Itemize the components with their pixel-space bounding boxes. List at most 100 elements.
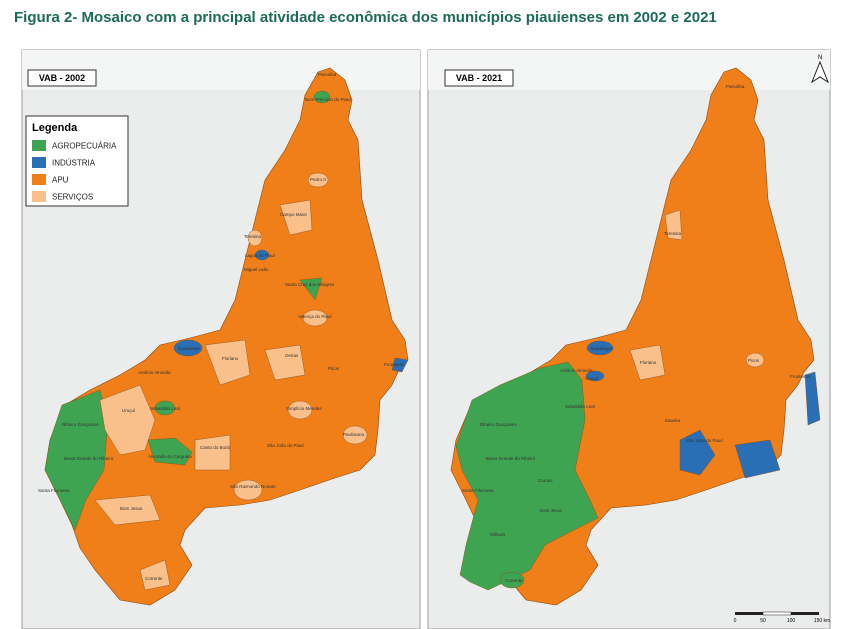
place-label: Baixa Grande do Ribeiro xyxy=(486,456,536,461)
region xyxy=(173,339,203,357)
scale-bar xyxy=(762,611,792,616)
place-label: São Raimundo Nonato xyxy=(230,484,276,489)
scale-label: 150 km xyxy=(814,618,830,624)
place-label: Itaueira xyxy=(665,418,681,423)
region xyxy=(204,339,251,386)
place-label: Ribeiro Gonçalves xyxy=(62,422,100,427)
place-label: Currais xyxy=(538,478,553,483)
region xyxy=(342,425,368,445)
legend-title: Legenda xyxy=(32,122,78,134)
region xyxy=(194,434,231,471)
north-arrow xyxy=(810,60,830,84)
place-label: Oeiras xyxy=(285,353,299,358)
legend-label: INDÚSTRIA xyxy=(52,159,96,168)
place-label: Lagoa do Piauí xyxy=(245,253,276,258)
place-label: Pedro II xyxy=(310,177,326,182)
region xyxy=(302,309,328,327)
region xyxy=(307,172,329,188)
region xyxy=(734,439,781,479)
place-label: São João do Piauí xyxy=(686,438,724,443)
place-label: Fronteiras xyxy=(384,362,405,367)
legend-label: APU xyxy=(52,176,69,185)
place-label: Canto do Buriti xyxy=(200,445,230,450)
region xyxy=(664,209,683,241)
region xyxy=(99,384,156,456)
region xyxy=(94,494,161,526)
place-label: Guadalupe xyxy=(590,346,613,351)
region xyxy=(745,352,765,368)
region xyxy=(804,371,821,426)
panel-label: VAB - 2002 xyxy=(39,73,85,83)
place-label: Teresina xyxy=(664,231,682,236)
place-label: Corrente xyxy=(505,578,523,583)
scale-bar xyxy=(735,612,763,615)
place-label: Uruçuí xyxy=(122,408,136,413)
place-label: Teresina xyxy=(244,234,262,239)
region xyxy=(254,249,270,261)
place-label: Parnaíba xyxy=(726,84,745,89)
place-label: Picos xyxy=(748,358,760,363)
region xyxy=(585,370,605,382)
place-label: Sebastião Leal xyxy=(150,406,180,411)
region xyxy=(455,361,599,591)
place-label: Bom Jesus xyxy=(540,508,563,513)
region xyxy=(279,199,313,236)
place-label: Bom Princípio do Piauí xyxy=(305,97,352,102)
region xyxy=(287,400,313,420)
region xyxy=(629,344,666,381)
north-label: N xyxy=(818,55,822,61)
place-label: Baixa Grande do Ribeiro xyxy=(64,456,114,461)
legend-swatch xyxy=(32,157,46,168)
place-label: Santa Cruz dos Milagres xyxy=(285,282,335,287)
figure-title: Figura 2- Mosaico com a principal ativid… xyxy=(14,9,717,26)
place-label: Gilbués xyxy=(490,532,506,537)
place-label: Santa Filomena xyxy=(462,488,494,493)
place-label: Miguel Leão xyxy=(244,267,269,272)
legend-label: SERVIÇOS xyxy=(52,193,93,202)
scale-label: 100 xyxy=(787,618,796,624)
place-label: Simplício Mendes xyxy=(286,406,322,411)
place-label: Bom Jesus xyxy=(120,506,143,511)
place-label: Sebastião Leal xyxy=(565,404,595,409)
region xyxy=(147,437,193,466)
region xyxy=(391,357,409,373)
legend-swatch xyxy=(32,140,46,151)
scale-bar xyxy=(791,612,819,615)
place-label: Guadalupe xyxy=(178,346,201,351)
place-label: Floriano xyxy=(222,356,239,361)
place-label: Alvorada do Gurguéia xyxy=(148,454,192,459)
place-label: São João do Piauí xyxy=(267,443,305,448)
place-label: Santa Filomena xyxy=(38,488,70,493)
region xyxy=(154,400,176,416)
region xyxy=(679,429,716,476)
place-label: Paulistana xyxy=(343,432,365,437)
scale-label: 50 xyxy=(760,618,766,624)
legend-swatch xyxy=(32,191,46,202)
region xyxy=(299,277,323,301)
place-label: Campo Maior xyxy=(280,212,308,217)
region xyxy=(139,559,171,591)
legend-label: AGROPECUÁRIA xyxy=(52,142,117,151)
place-label: Fronteiras xyxy=(790,374,811,379)
place-label: Picos xyxy=(328,366,340,371)
legend-swatch xyxy=(32,174,46,185)
place-label: Uruçuí xyxy=(585,376,599,381)
place-label: Antônio Almeida xyxy=(560,368,593,373)
region xyxy=(586,340,614,356)
place-label: Ribeiro Gonçalves xyxy=(480,422,518,427)
scale-label: 0 xyxy=(734,618,737,624)
place-label: Valença do Piauí xyxy=(298,314,332,319)
place-label: Parnaíba xyxy=(318,72,337,77)
panel-label-box xyxy=(444,69,514,87)
region xyxy=(233,479,263,501)
panel-label: VAB - 2021 xyxy=(456,73,502,83)
place-label: Floriano xyxy=(640,360,657,365)
region xyxy=(499,571,525,589)
panel-label-box xyxy=(27,69,97,87)
region xyxy=(313,90,331,104)
place-label: Corrente xyxy=(145,576,163,581)
region xyxy=(247,229,263,247)
place-label: Antônio Almeida xyxy=(138,370,171,375)
region xyxy=(264,344,306,381)
